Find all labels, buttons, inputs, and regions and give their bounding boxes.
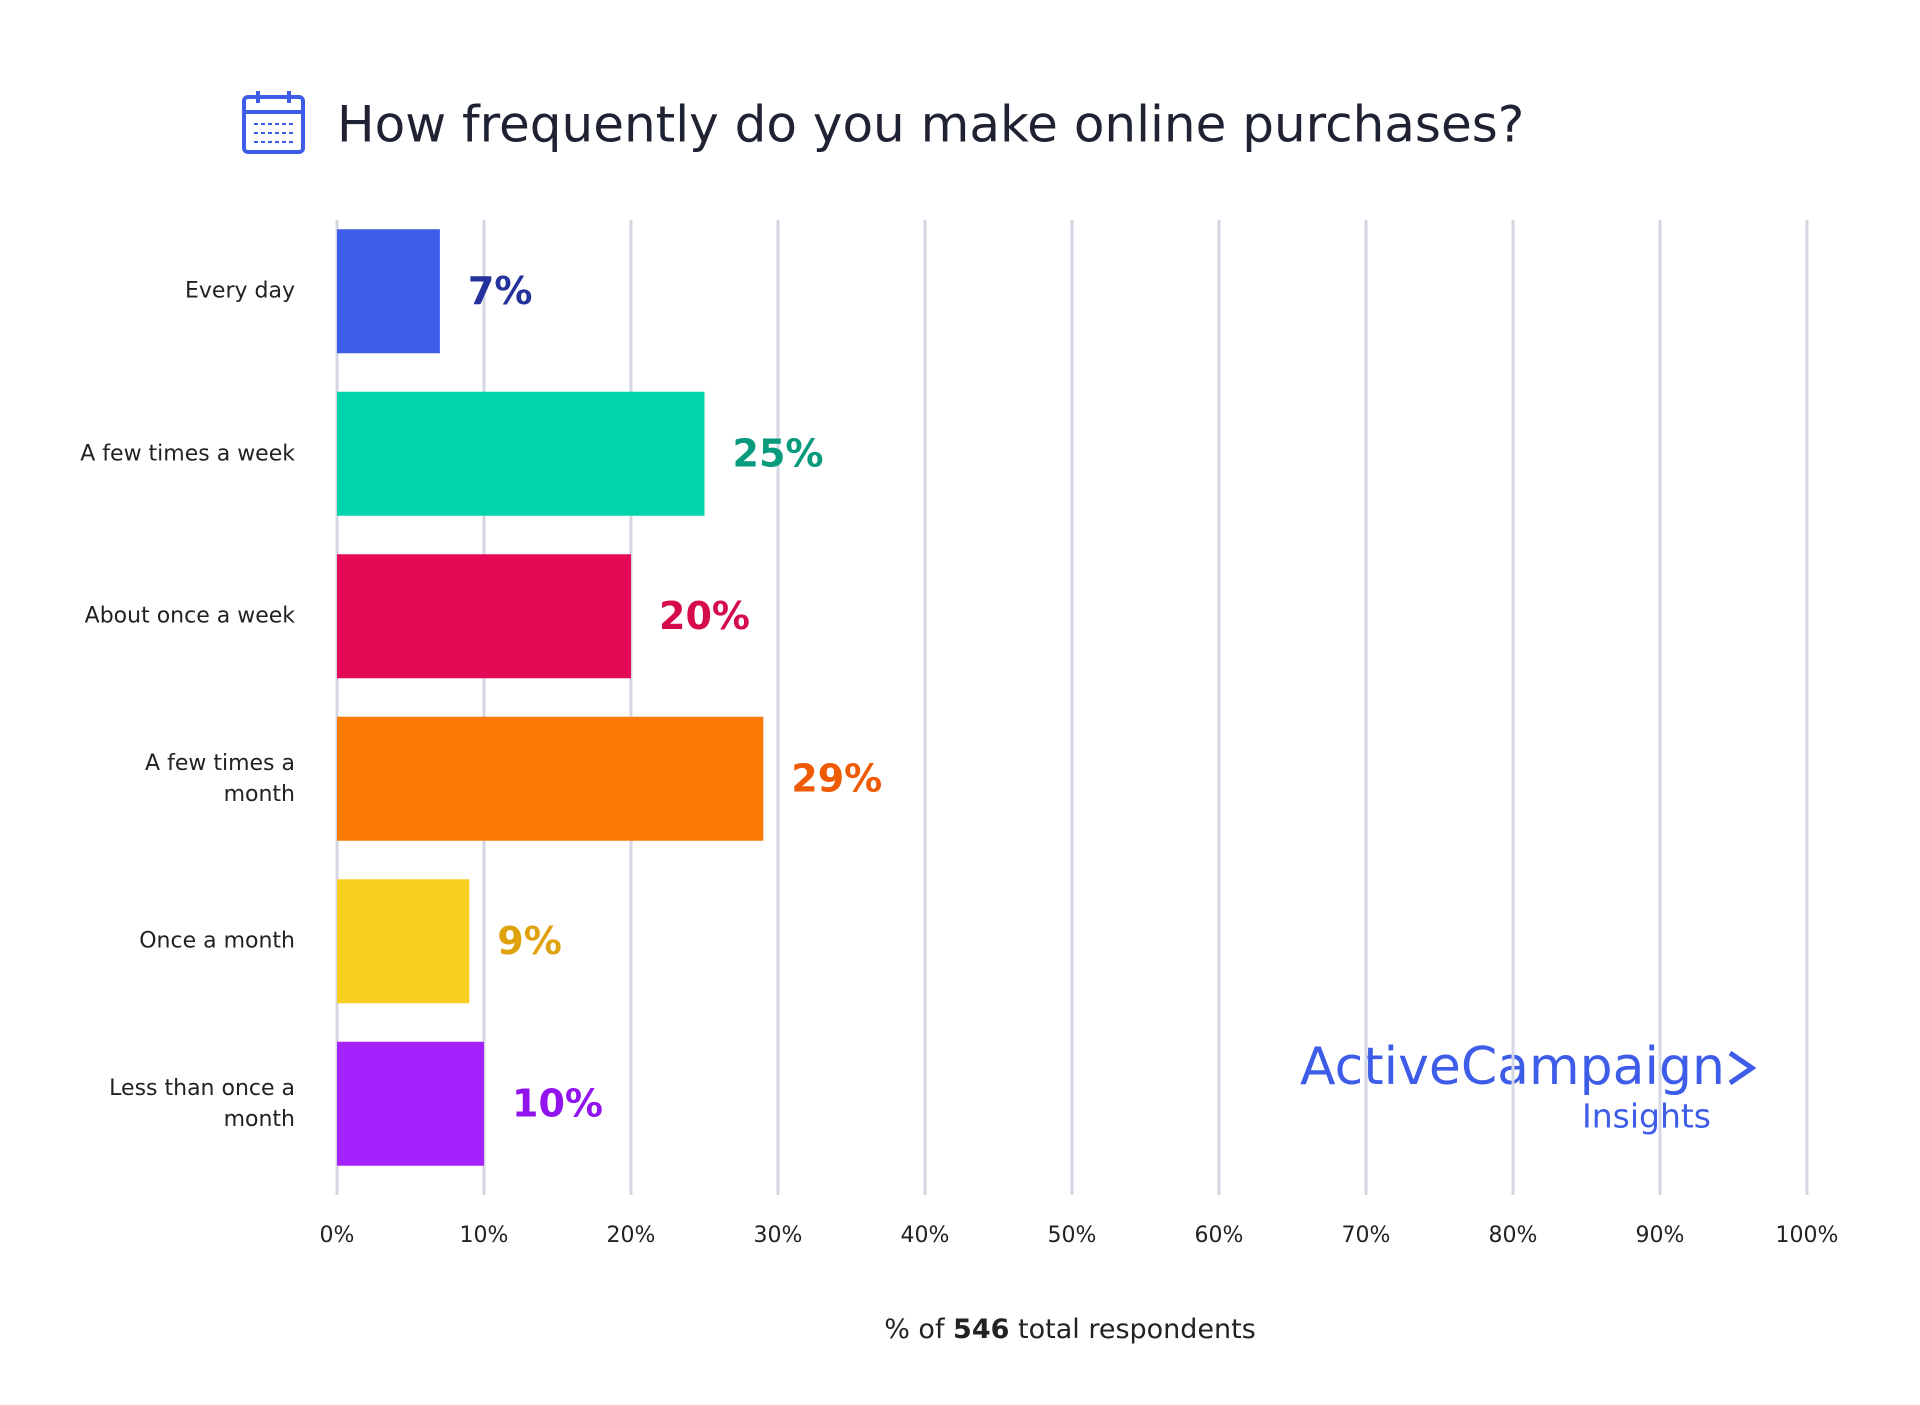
x-tick-label: 10% [460,1223,509,1248]
x-tick-label: 30% [754,1223,803,1248]
bar [337,716,764,841]
chart-title: How frequently do you make online purcha… [337,96,1524,154]
value-label: 25% [733,431,824,475]
x-tick-label: 60% [1195,1223,1244,1248]
value-label: 9% [497,919,562,963]
category-label: A few times a week [80,441,295,467]
x-tick-label: 20% [607,1223,656,1248]
value-label: 20% [659,594,750,638]
logo-sub: Insights [1582,1097,1711,1136]
x-label-part: % of [884,1314,953,1345]
bar [337,554,631,679]
value-label: 29% [791,756,882,800]
bar [337,391,705,516]
value-label: 10% [512,1081,603,1125]
x-tick-label: 50% [1048,1223,1097,1248]
x-tick-label: 40% [901,1223,950,1248]
category-label: Every day [185,278,295,304]
x-tick-label: 80% [1489,1223,1538,1248]
x-tick-label: 90% [1636,1223,1685,1248]
x-tick-label: 70% [1342,1223,1391,1248]
category-label: About once a week [84,603,295,629]
logo-arrow [1728,1050,1757,1086]
category-label: Less than once a month [109,1075,295,1132]
x-tick-label: 100% [1776,1223,1839,1248]
bar [337,1041,484,1166]
x-tick-label: 0% [320,1223,355,1248]
bar [337,229,440,354]
bar [337,879,470,1004]
category-label: A few times a month [145,750,295,807]
x-label-number: 546 [953,1314,1009,1345]
x-axis-label: % of 546 total respondents [884,1314,1256,1345]
category-label: Once a month [139,928,295,954]
value-label: 7% [468,269,533,313]
x-label-part: total respondents [1009,1314,1255,1345]
calendar-icon [242,91,305,154]
